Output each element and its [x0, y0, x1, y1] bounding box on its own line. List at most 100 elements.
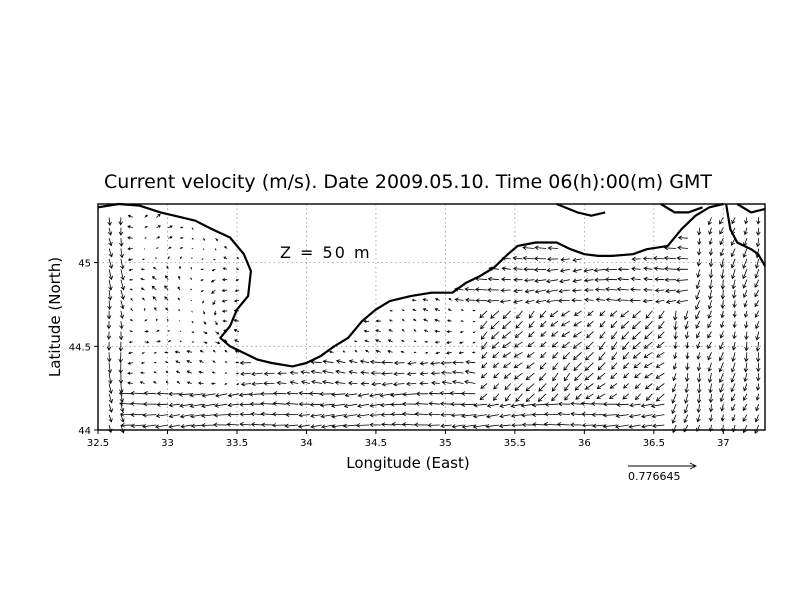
x-tick-label: 35 — [439, 438, 452, 449]
y-tick-label: 45 — [78, 259, 91, 270]
velocity-vector — [198, 370, 204, 374]
velocity-vector — [531, 412, 547, 417]
velocity-vector — [635, 393, 641, 401]
velocity-vector — [653, 255, 665, 261]
velocity-vector — [696, 258, 702, 267]
x-tick-label: 33 — [161, 438, 174, 449]
velocity-vector — [587, 310, 594, 316]
velocity-vector — [683, 424, 689, 433]
y-tick-label: 44.5 — [69, 342, 91, 353]
velocity-vector — [413, 329, 417, 332]
velocity-vector — [500, 288, 511, 293]
velocity-vector — [235, 372, 240, 375]
velocity-vector — [108, 279, 113, 291]
velocity-vector — [140, 268, 145, 271]
velocity-vector — [440, 360, 452, 366]
velocity-vector — [599, 341, 606, 351]
velocity-vector — [525, 393, 535, 403]
velocity-vector — [390, 392, 405, 398]
velocity-vector — [335, 369, 346, 374]
velocity-vector — [156, 340, 161, 343]
velocity-vector — [391, 422, 405, 427]
velocity-vector — [492, 352, 500, 359]
velocity-vector — [556, 422, 570, 427]
velocity-vector — [510, 403, 523, 408]
velocity-vector — [480, 383, 488, 389]
velocity-vector — [168, 225, 173, 229]
velocity-vector — [641, 414, 653, 419]
velocity-vector — [202, 248, 204, 251]
velocity-vector — [434, 318, 440, 322]
velocity-vector — [720, 258, 725, 268]
velocity-vector — [107, 352, 112, 363]
velocity-vector — [697, 227, 702, 236]
velocity-vector — [614, 424, 629, 429]
velocity-vector — [201, 258, 204, 260]
velocity-vector — [616, 287, 629, 292]
velocity-vector — [492, 362, 500, 368]
velocity-vector — [130, 319, 133, 322]
velocity-vector — [609, 310, 618, 317]
velocity-vector — [249, 401, 263, 407]
velocity-vector — [523, 278, 535, 283]
velocity-vector — [108, 258, 114, 269]
velocity-vector — [695, 321, 701, 329]
velocity-vector — [718, 372, 724, 384]
velocity-vector — [401, 329, 405, 332]
velocity-vector — [106, 310, 112, 320]
velocity-vector — [644, 383, 653, 390]
velocity-vector — [465, 297, 476, 303]
velocity-vector — [599, 320, 606, 328]
velocity-vector — [755, 331, 760, 341]
velocity-vector — [743, 383, 748, 392]
velocity-vector — [562, 352, 571, 360]
velocity-vector — [676, 299, 688, 305]
velocity-vector — [526, 362, 535, 369]
velocity-vector — [392, 381, 405, 387]
velocity-vector — [755, 383, 761, 391]
velocity-vector — [744, 352, 749, 363]
velocity-vector — [599, 310, 606, 317]
velocity-vector — [212, 300, 216, 306]
velocity-vector — [658, 320, 665, 330]
velocity-vector — [406, 371, 417, 377]
velocity-vector — [190, 423, 204, 429]
velocity-vector — [720, 321, 725, 329]
velocity-vector — [175, 370, 181, 374]
velocity-vector — [623, 383, 630, 389]
velocity-vector — [141, 258, 145, 261]
velocity-vector — [308, 391, 322, 396]
velocity-vector — [464, 379, 476, 385]
velocity-vector — [251, 381, 263, 387]
velocity-vector — [465, 359, 476, 365]
velocity-vector — [611, 352, 618, 361]
velocity-vector — [696, 383, 702, 394]
velocity-vector — [481, 341, 488, 350]
velocity-vector — [620, 310, 630, 318]
velocity-vector — [557, 411, 570, 417]
velocity-vector — [310, 424, 322, 429]
velocity-vector — [238, 392, 251, 398]
velocity-vector — [503, 372, 511, 379]
velocity-vector — [742, 424, 748, 434]
velocity-vector — [213, 422, 228, 428]
velocity-vector — [684, 331, 690, 340]
velocity-vector — [144, 340, 150, 344]
velocity-vector — [448, 298, 452, 301]
velocity-vector — [389, 319, 393, 322]
velocity-vector — [155, 413, 169, 418]
velocity-vector — [708, 383, 713, 394]
velocity-vector — [236, 257, 240, 260]
velocity-vector — [616, 402, 629, 407]
velocity-vector — [677, 245, 688, 251]
velocity-vector — [707, 362, 712, 372]
reference-vector: 0.776645 — [628, 462, 698, 483]
velocity-vector — [609, 393, 618, 400]
velocity-vector — [108, 373, 113, 385]
velocity-vector — [227, 393, 240, 398]
velocity-vector — [472, 341, 476, 344]
velocity-vector — [153, 266, 157, 270]
velocity-vector — [381, 381, 393, 387]
velocity-vector — [120, 289, 125, 300]
velocity-vector — [175, 360, 181, 364]
